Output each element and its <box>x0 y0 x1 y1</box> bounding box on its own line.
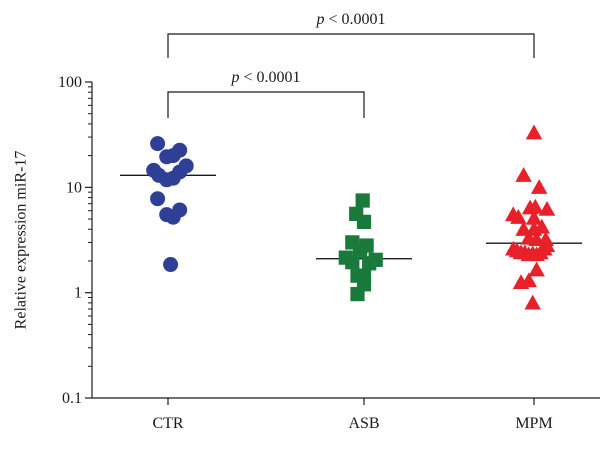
data-point-ctr <box>150 136 166 152</box>
data-point-ctr <box>163 257 179 273</box>
data-point-mpm <box>515 167 532 182</box>
p-symbol: p <box>315 11 324 28</box>
y-tick-label: 100 <box>58 74 82 91</box>
data-point-mpm <box>510 208 527 224</box>
data-point-ctr <box>172 142 188 158</box>
data-point-asb <box>356 214 372 229</box>
data-point-mpm <box>525 124 543 140</box>
data-point-mpm <box>530 179 548 194</box>
x-category-label: MPM <box>515 415 552 432</box>
data-point-asb <box>368 252 383 267</box>
data-point-mpm <box>537 231 554 247</box>
y-ticks-group: 0.1 1 10 100 <box>58 74 92 407</box>
p-value-label: p < 0.0001 <box>315 11 385 28</box>
p-value-label: p < 0.0001 <box>230 69 300 86</box>
y-tick-label: 10 <box>66 179 82 196</box>
significance-bracket <box>167 33 535 58</box>
data-point-mpm <box>528 261 545 277</box>
data-point-mpm <box>520 272 538 288</box>
data-point-mpm <box>538 237 556 253</box>
x-category-label: ASB <box>348 415 379 432</box>
data-point-ctr <box>150 191 166 207</box>
y-tick-label: 0.1 <box>62 390 82 407</box>
data-point-ctr <box>172 164 188 180</box>
data-point-asb <box>352 243 368 258</box>
significance-bracket <box>167 91 365 118</box>
data-point-asb <box>355 193 370 208</box>
data-point-mpm <box>533 218 551 234</box>
x-category-label: CTR <box>152 415 183 432</box>
p-threshold: < 0.0001 <box>324 11 385 28</box>
y-tick-label: 1 <box>74 285 82 302</box>
data-point-mpm <box>538 200 556 216</box>
data-point-asb <box>350 286 365 302</box>
p-threshold: < 0.0001 <box>239 69 300 86</box>
data-point-mpm <box>527 198 544 214</box>
x-ticks-group: CTR ASB MPM <box>152 398 553 432</box>
data-point-mpm <box>525 209 543 225</box>
data-point-ctr <box>172 202 188 218</box>
data-point-asb <box>345 254 360 270</box>
y-axis-title: Relative expression miR-17 <box>13 151 30 330</box>
data-point-mpm <box>524 294 541 310</box>
p-symbol: p <box>230 69 239 86</box>
data-points-group <box>146 124 556 310</box>
axes-group <box>91 82 600 399</box>
